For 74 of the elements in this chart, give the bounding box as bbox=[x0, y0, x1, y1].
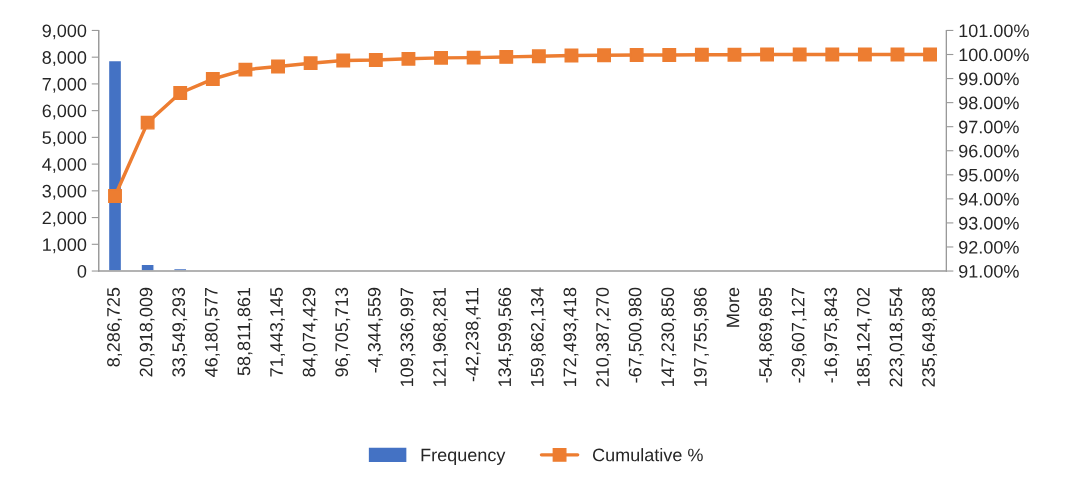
x-tick-label: -4,344,559 bbox=[367, 287, 383, 373]
point bbox=[857, 47, 872, 62]
y2-tick-label: 93.00% bbox=[959, 216, 1019, 230]
x-tick-label: 185,124,702 bbox=[856, 287, 872, 387]
x-tick-label: 147,230,850 bbox=[661, 287, 677, 387]
y2-tick-label: 100.00% bbox=[959, 48, 1029, 62]
x-tick-label: 223,018,554 bbox=[889, 287, 905, 387]
x-tick-label: 8,286,725 bbox=[107, 287, 122, 367]
y-tick-label: 9,000 bbox=[42, 24, 87, 40]
y2-tick-label: 95.00% bbox=[959, 168, 1019, 182]
point bbox=[108, 189, 122, 203]
x-tick-label: 84,074,429 bbox=[302, 287, 318, 377]
y2-tick-label: 99.00% bbox=[959, 72, 1019, 86]
x-tick-label: 58,811,861 bbox=[237, 287, 253, 376]
x-tick-label: 197,755,986 bbox=[693, 287, 709, 387]
x-tick-label: -67,500,980 bbox=[628, 287, 644, 383]
x-tick-label: 172,493,418 bbox=[563, 287, 579, 387]
x-tick-label: 210,387,270 bbox=[596, 287, 612, 387]
x-tick-label: 235,649,838 bbox=[922, 287, 938, 387]
x-tick-label: -42,238,411 bbox=[465, 287, 481, 382]
x-tick-label: 33,549,293 bbox=[172, 287, 188, 377]
y2-tick-label: 92.00% bbox=[959, 240, 1019, 254]
point bbox=[662, 48, 677, 62]
point bbox=[499, 49, 514, 64]
x-tick-label: -16,975,843 bbox=[824, 287, 840, 383]
point bbox=[792, 47, 807, 62]
y-tick-label: 5,000 bbox=[42, 131, 87, 147]
x-tick-label: 159,862,134 bbox=[530, 287, 546, 387]
y-tick-label: 4,000 bbox=[42, 158, 87, 173]
point bbox=[727, 47, 742, 62]
x-tick-label: 109,336,997 bbox=[400, 287, 416, 387]
x-tick-label: 71,443,145 bbox=[270, 287, 286, 377]
point bbox=[271, 59, 285, 74]
x-tick-label: 121,968,281 bbox=[433, 287, 449, 387]
y2-tick-label: 94.00% bbox=[959, 192, 1019, 206]
point bbox=[336, 53, 351, 68]
bar bbox=[107, 59, 123, 272]
point bbox=[368, 53, 383, 67]
y2-tick-label: 91.00% bbox=[959, 264, 1019, 278]
x-tick-label: More bbox=[726, 287, 740, 327]
y-tick-label: 2,000 bbox=[42, 211, 87, 227]
y2-tick-label: 98.00% bbox=[959, 96, 1019, 110]
legend-label: Cumulative % bbox=[592, 448, 703, 462]
legend-label: Frequency bbox=[421, 448, 506, 465]
point bbox=[531, 49, 546, 64]
y-tick-label: 8,000 bbox=[42, 51, 87, 67]
x-tick-label: 134,599,566 bbox=[498, 287, 514, 387]
x-tick-label: -29,607,127 bbox=[791, 287, 807, 383]
point bbox=[760, 47, 775, 62]
x-tick-label: 96,705,713 bbox=[335, 287, 351, 377]
point bbox=[825, 47, 840, 62]
point bbox=[140, 115, 155, 130]
point bbox=[629, 48, 644, 62]
y-tick-label: 6,000 bbox=[42, 104, 87, 120]
point bbox=[597, 48, 612, 63]
x-tick-label: 20,918,009 bbox=[139, 287, 155, 377]
y2-tick-label: 96.00% bbox=[959, 144, 1019, 158]
y-tick-label: 3,000 bbox=[42, 184, 87, 200]
point bbox=[205, 72, 220, 86]
y-tick-label: 1,000 bbox=[43, 238, 87, 254]
point bbox=[694, 47, 709, 62]
y-tick-label: 0 bbox=[77, 264, 87, 278]
x-tick-label: 46,180,577 bbox=[204, 287, 220, 377]
y2-tick-label: 101.00% bbox=[959, 24, 1029, 38]
point bbox=[303, 56, 318, 71]
y2-tick-label: 97.00% bbox=[959, 120, 1019, 134]
point bbox=[466, 50, 481, 65]
x-tick-label: -54,869,695 bbox=[759, 287, 775, 383]
point bbox=[173, 86, 188, 100]
point bbox=[401, 51, 416, 66]
point bbox=[434, 50, 448, 65]
y-tick-label: 7,000 bbox=[42, 77, 87, 93]
point bbox=[923, 47, 938, 62]
point bbox=[238, 62, 253, 77]
